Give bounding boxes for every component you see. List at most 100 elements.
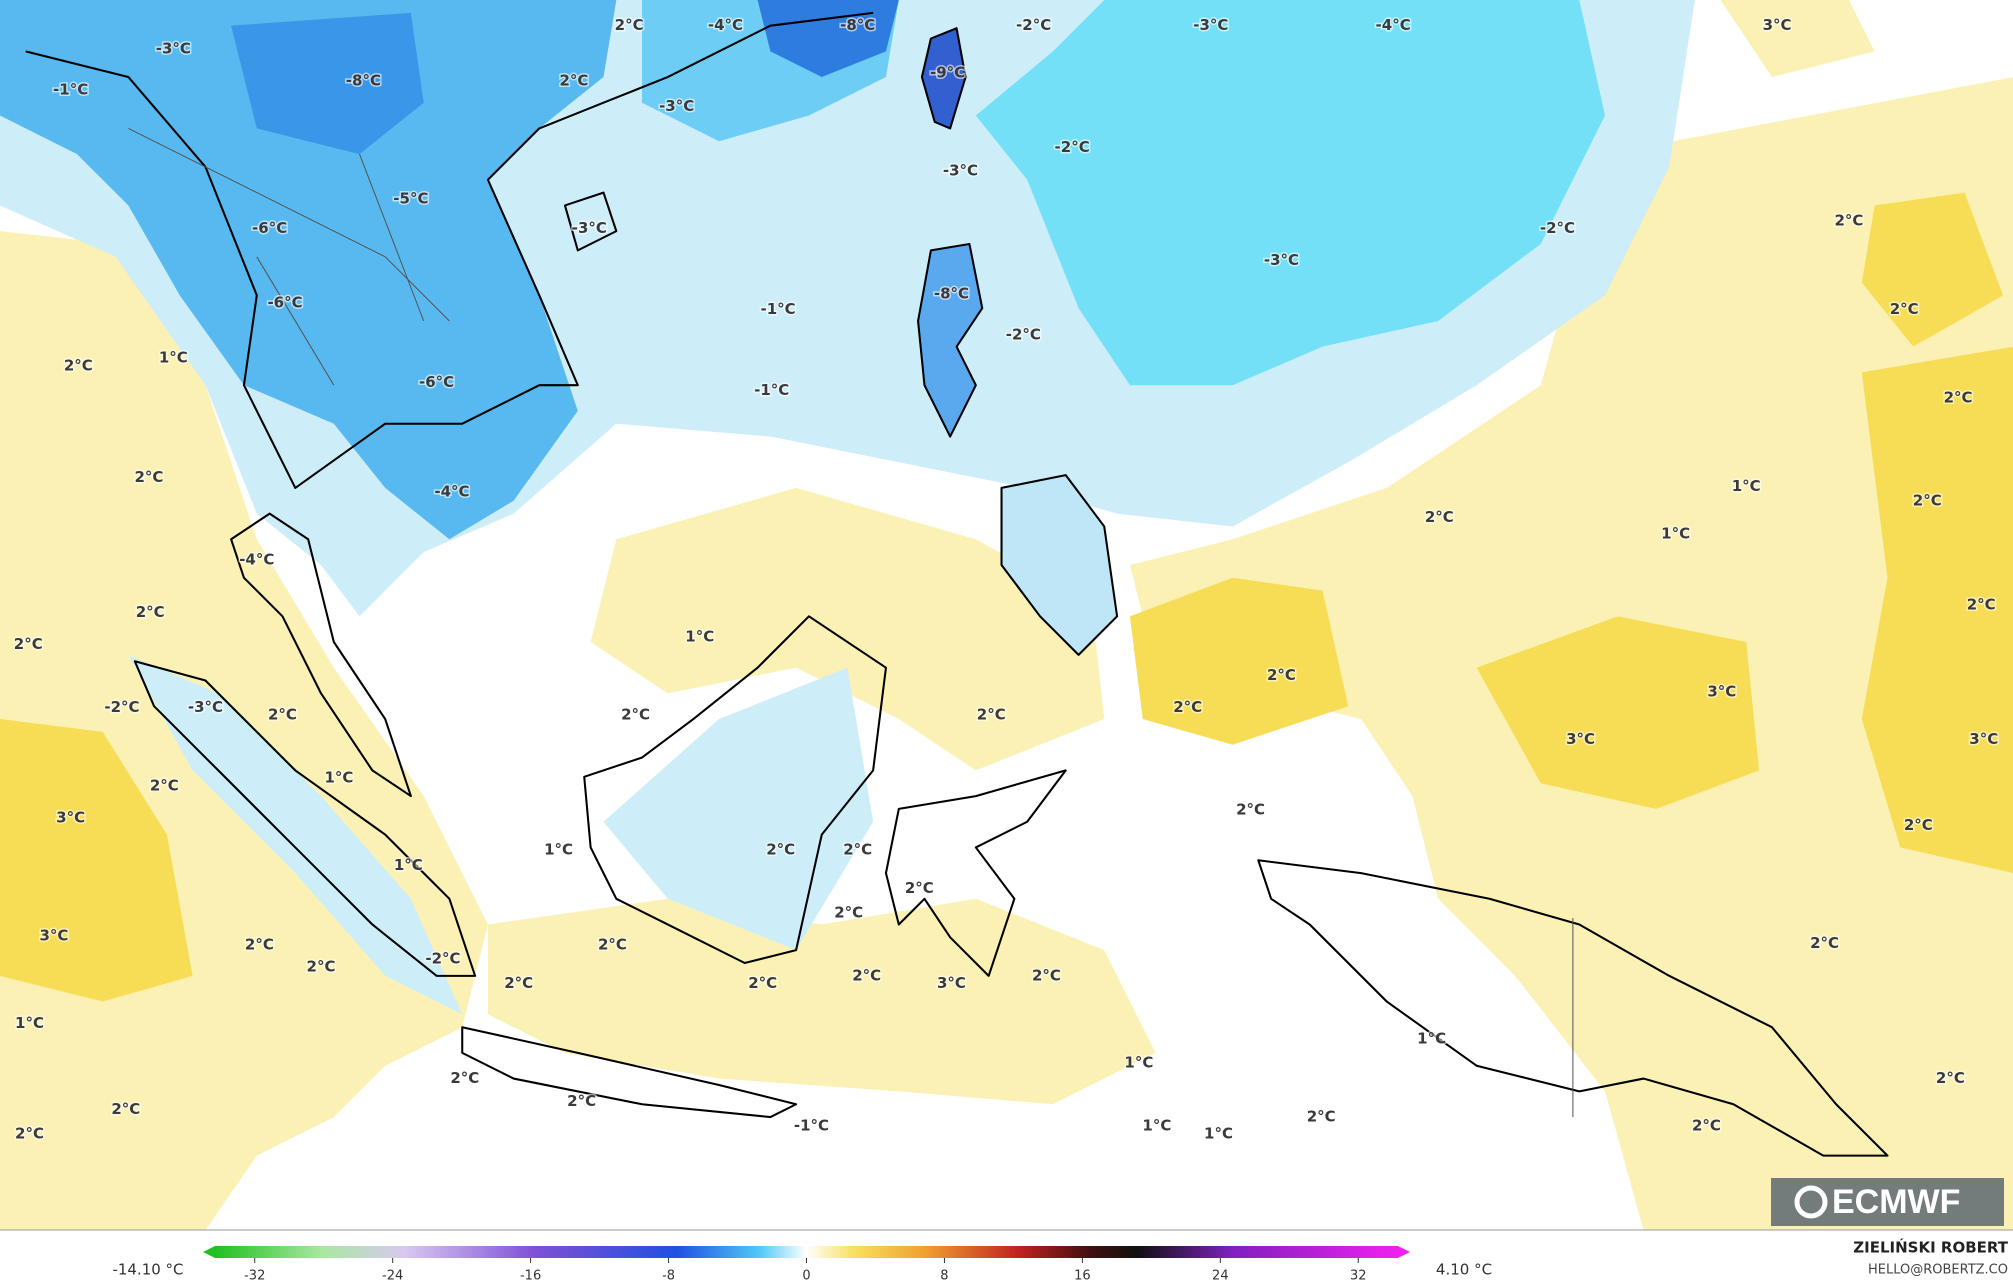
temperature-label: 2°C: [748, 974, 777, 992]
hot-area: [0, 719, 193, 1002]
warm-area: [1720, 0, 1875, 78]
temperature-label: 3°C: [1707, 683, 1736, 701]
temperature-label: 2°C: [559, 71, 588, 89]
temperature-label: -3°C: [188, 698, 223, 716]
temperature-label: 2°C: [64, 356, 93, 374]
very-cold-area: [231, 12, 424, 155]
colorbar: [215, 1246, 1398, 1258]
temperature-label: 2°C: [567, 1092, 596, 1110]
temperature-label: 2°C: [307, 957, 336, 975]
temperature-label: 3°C: [1969, 730, 1998, 748]
temperature-label: 2°C: [450, 1069, 479, 1087]
temperature-label: -3°C: [1193, 16, 1228, 34]
credit-email: HELLO@ROBERTZ.CO: [1868, 1263, 2008, 1278]
temperature-label: -1°C: [53, 80, 88, 98]
temperature-label: 1°C: [159, 349, 188, 367]
temperature-label: -8°C: [346, 71, 381, 89]
temperature-label: 2°C: [1425, 508, 1454, 526]
hot-area: [1129, 577, 1349, 745]
temperature-label: -4°C: [434, 482, 469, 500]
temperature-label: 2°C: [1890, 300, 1919, 318]
sumatra: [133, 660, 477, 977]
hot-area: [1476, 616, 1760, 809]
colorbar-tick-label: -24: [382, 1269, 403, 1284]
temperature-label: 2°C: [1032, 966, 1061, 984]
temperature-label: -1°C: [761, 300, 796, 318]
java: [461, 1026, 798, 1119]
temperature-label: -5°C: [393, 190, 428, 208]
temperature-label: -4°C: [708, 16, 743, 34]
colorbar-tick-label: 32: [1350, 1269, 1367, 1284]
colorbar-tick-label: -8: [662, 1269, 675, 1284]
very-cold-area: [0, 0, 617, 540]
temperature-label: 2°C: [1944, 389, 1973, 407]
temperature-label: 2°C: [111, 1100, 140, 1118]
temperature-label: 2°C: [245, 936, 274, 954]
logo-text: ECMWF: [1832, 1183, 1960, 1221]
temperature-label: -1°C: [794, 1117, 829, 1135]
temperature-label: 2°C: [621, 706, 650, 724]
temperature-label: -6°C: [419, 373, 454, 391]
temperature-label: 2°C: [1236, 801, 1265, 819]
temperature-label: 2°C: [843, 841, 872, 859]
warm-area: [590, 487, 1105, 771]
temperature-label: -2°C: [104, 698, 139, 716]
luzon: [917, 242, 984, 438]
temperature-label: -8°C: [840, 16, 875, 34]
very-cold-area: [757, 0, 899, 78]
temperature-label: 2°C: [1307, 1108, 1336, 1126]
temperature-label: 3°C: [1763, 16, 1792, 34]
temperature-label: 3°C: [937, 974, 966, 992]
temperature-label: 2°C: [134, 468, 163, 486]
temperature-label: -8°C: [934, 285, 969, 303]
taiwan: [920, 27, 967, 130]
temperature-label: 1°C: [1732, 477, 1761, 495]
mindanao: [1000, 474, 1119, 656]
temperature-label: -3°C: [156, 39, 191, 57]
hot-area: [1861, 346, 2013, 874]
temperature-label: 2°C: [1692, 1117, 1721, 1135]
temperature-label: 1°C: [1124, 1054, 1153, 1072]
temperature-label: 2°C: [598, 936, 627, 954]
temperature-label: -2°C: [1055, 138, 1090, 156]
temperature-label: 1°C: [15, 1014, 44, 1032]
temperature-label: -2°C: [1006, 326, 1041, 344]
hainan: [563, 191, 618, 252]
temperature-label: 2°C: [14, 635, 43, 653]
temperature-label: 2°C: [15, 1124, 44, 1142]
temperature-label: 2°C: [150, 776, 179, 794]
temperature-label: -3°C: [659, 97, 694, 115]
temperature-label: -3°C: [572, 219, 607, 237]
temperature-label: -9°C: [930, 64, 965, 82]
new-guinea: [1257, 859, 1889, 1157]
malay-peninsula: [230, 512, 412, 798]
colorbar-tick-label: -16: [520, 1269, 541, 1284]
temperature-label: 2°C: [1967, 595, 1996, 613]
temperature-label: 2°C: [852, 966, 881, 984]
temperature-label: 1°C: [1661, 525, 1690, 543]
temperature-label: 3°C: [56, 808, 85, 826]
temperature-label: 2°C: [1267, 666, 1296, 684]
temperature-label: -4°C: [239, 550, 274, 568]
warm-area: [487, 898, 1156, 1105]
temperature-label: 2°C: [1913, 491, 1942, 509]
colorbar-max-label: 4.10 °C: [1436, 1261, 1492, 1279]
temperature-label: 2°C: [1936, 1069, 1965, 1087]
temperature-label: 2°C: [834, 903, 863, 921]
temperature-label: 2°C: [766, 841, 795, 859]
temperature-label: -6°C: [267, 294, 302, 312]
cold-area: [975, 0, 1605, 386]
temperature-label: -2°C: [1540, 219, 1575, 237]
temperature-label: 2°C: [1810, 934, 1839, 952]
temperature-label: 2°C: [615, 16, 644, 34]
colorbar-tick-label: 8: [940, 1269, 948, 1284]
temperature-labels: -3°C -1°C -8°C 2°C -4°C 2°C -3°C -8°C -9°C -2°C -3…: [12, 15, 1999, 1144]
temperature-label: 1°C: [1204, 1124, 1233, 1142]
temperature-label: -1°C: [754, 381, 789, 399]
temperature-label: 1°C: [685, 627, 714, 645]
temperature-label: 1°C: [1417, 1029, 1446, 1047]
colorbar-ticks: -32 -24 -16 -8 0 8 16 24 32: [244, 1258, 1367, 1284]
map-field: [0, 0, 2013, 1231]
temperature-label: 2°C: [1173, 698, 1202, 716]
